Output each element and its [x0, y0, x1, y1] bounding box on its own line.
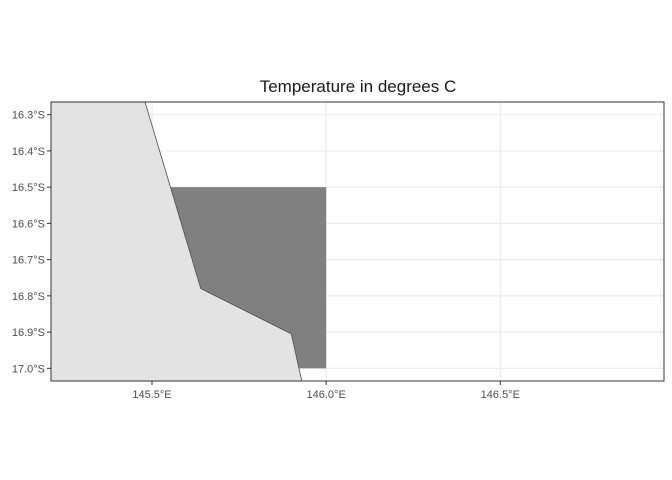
y-tick-label: 16.8°S [12, 291, 45, 303]
coastline-land [51, 102, 303, 381]
y-tick-label: 16.6°S [12, 218, 45, 230]
y-tick-label: 17.0°S [12, 363, 45, 375]
panel-border [50, 101, 665, 382]
y-tick-label: 16.3°S [12, 110, 45, 122]
x-tick-label: 146.5°E [481, 389, 520, 401]
y-axis: 16.3°S 16.4°S 16.5°S 16.6°S 16.7°S 16.8°S 16.9… [12, 110, 51, 375]
y-tick-label: 16.9°S [12, 327, 45, 339]
x-tick-label: 145.5°E [132, 389, 171, 401]
map-title: Temperature in degrees C [260, 77, 457, 96]
y-tick-label: 16.7°S [12, 255, 45, 267]
y-tick-label: 16.5°S [12, 182, 45, 194]
x-tick-label: 146.0°E [307, 389, 346, 401]
y-tick-label: 16.4°S [12, 146, 45, 158]
x-axis: 145.5°E 146.0°E 146.5°E [132, 381, 520, 401]
map-panel [50, 101, 665, 382]
land-layer [51, 102, 303, 381]
